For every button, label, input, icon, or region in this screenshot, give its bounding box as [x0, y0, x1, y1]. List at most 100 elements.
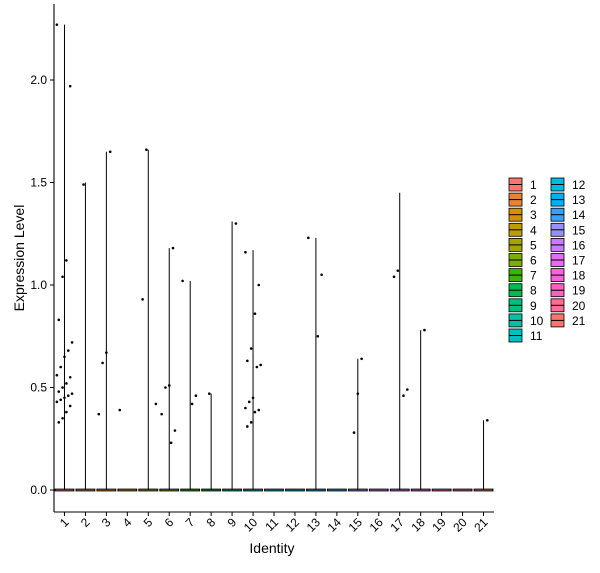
- data-point: [70, 341, 74, 344]
- data-point: [65, 259, 68, 262]
- y-tick-label: 2.0: [30, 73, 47, 87]
- violins-layer: [54, 24, 494, 492]
- legend-label: 19: [572, 284, 586, 298]
- data-point: [253, 312, 257, 316]
- data-point: [66, 394, 70, 398]
- y-tick-label: 0.5: [30, 381, 47, 395]
- legend-label: 15: [572, 223, 586, 237]
- x-tick-label: 19: [429, 515, 449, 535]
- legend-item-18: 18: [550, 268, 586, 283]
- y-tick-label: 1.0: [30, 278, 47, 292]
- legend-label: 6: [530, 254, 537, 268]
- legend-label: 7: [530, 269, 537, 283]
- data-point: [118, 408, 122, 412]
- data-point: [61, 386, 64, 389]
- data-point: [66, 349, 70, 352]
- data-point: [101, 361, 104, 365]
- legend-label: 5: [530, 238, 537, 252]
- legend-label: 3: [530, 208, 537, 222]
- data-point: [423, 328, 426, 332]
- legend-item-19: 19: [550, 283, 586, 298]
- data-point: [55, 400, 59, 404]
- legend-item-12: 12: [550, 177, 586, 192]
- legend-item-14: 14: [550, 207, 586, 222]
- data-point: [316, 334, 320, 338]
- data-point: [68, 375, 72, 379]
- data-point: [57, 318, 61, 322]
- legend-label: 16: [572, 238, 586, 252]
- data-point: [65, 410, 68, 414]
- violin-19-base: [431, 488, 452, 492]
- legend-item-4: 4: [508, 222, 537, 237]
- data-point: [82, 183, 85, 186]
- data-point: [63, 355, 66, 359]
- legend-item-8: 8: [508, 283, 537, 298]
- legend-label: 12: [572, 178, 586, 192]
- legend-item-13: 13: [550, 192, 586, 207]
- x-tick-label: 6: [162, 515, 177, 530]
- legend-item-7: 7: [508, 268, 537, 283]
- data-point: [164, 386, 167, 389]
- x-tick-label: 14: [325, 515, 345, 535]
- legend-label: 11: [530, 329, 543, 343]
- data-point: [63, 396, 66, 400]
- legend-label: 4: [530, 223, 537, 237]
- data-point: [190, 402, 194, 406]
- legend-item-6: 6: [508, 253, 537, 268]
- legend-label: 17: [572, 254, 586, 268]
- x-tick-label: 9: [225, 515, 240, 530]
- legend-label: 18: [572, 269, 586, 283]
- data-point: [244, 406, 247, 410]
- data-point: [173, 429, 177, 432]
- data-point: [65, 382, 68, 385]
- data-point: [360, 357, 363, 361]
- data-point: [154, 402, 158, 406]
- data-point: [257, 283, 261, 287]
- violin-12-base: [285, 488, 305, 492]
- x-tick-label: 11: [262, 515, 281, 534]
- legend-item-5: 5: [508, 237, 537, 252]
- data-point: [352, 431, 356, 434]
- data-point: [55, 373, 59, 377]
- data-point: [251, 396, 255, 400]
- x-tick-label: 4: [120, 515, 135, 530]
- data-point: [244, 250, 247, 254]
- legend-item-9: 9: [508, 298, 537, 313]
- x-tick-label: 18: [408, 515, 428, 535]
- legend-item-15: 15: [550, 222, 586, 237]
- legend-label: 21: [572, 314, 586, 328]
- data-point: [257, 408, 261, 412]
- y-axis-title: Expression Level: [11, 205, 27, 312]
- data-point: [194, 394, 198, 398]
- legend-label: 9: [530, 299, 537, 313]
- data-point: [392, 275, 396, 279]
- data-point: [167, 384, 171, 387]
- x-axis-title: Identity: [249, 540, 294, 556]
- data-point: [169, 441, 173, 445]
- data-point: [97, 412, 101, 416]
- x-tick-label: 2: [78, 515, 93, 530]
- legend-item-11: 11: [508, 328, 543, 343]
- data-point: [406, 388, 409, 391]
- data-point: [486, 419, 489, 422]
- data-point: [145, 148, 148, 151]
- legend-label: 2: [530, 193, 537, 207]
- data-point: [59, 365, 62, 369]
- violin-16-base: [368, 488, 389, 492]
- data-point: [253, 410, 257, 414]
- x-tick-label: 12: [283, 515, 303, 535]
- data-point: [207, 392, 211, 395]
- legend-item-20: 20: [550, 298, 586, 313]
- data-point: [57, 390, 61, 393]
- legend-item-1: 1: [508, 177, 537, 192]
- data-point: [105, 351, 108, 354]
- data-point: [246, 425, 249, 428]
- x-tick-label: 5: [141, 515, 156, 530]
- y-tick-label: 1.5: [30, 176, 47, 190]
- y-tick-label: 0.0: [30, 483, 47, 497]
- x-tick-label: 21: [471, 515, 491, 535]
- data-point: [246, 359, 249, 363]
- x-tick-label: 3: [99, 515, 114, 530]
